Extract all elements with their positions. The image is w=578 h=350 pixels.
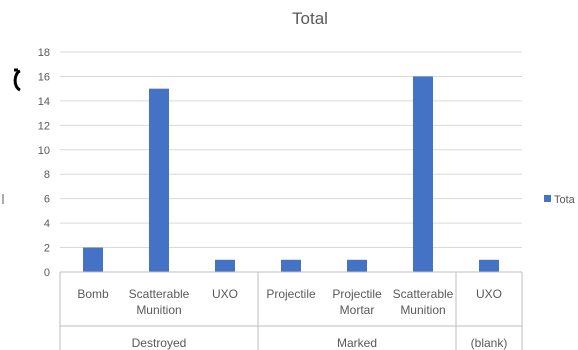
y-tick-label: 8 [44, 169, 50, 181]
x-tick-label: Projectile [332, 287, 382, 301]
y-tick-label: 14 [38, 96, 50, 108]
x-group-label: Marked [337, 336, 377, 350]
y-tick-label: 4 [44, 218, 50, 230]
x-tick-label: Projectile [266, 287, 316, 301]
x-tick-label: UXO [476, 287, 502, 301]
legend: Tota [544, 194, 576, 206]
x-group-label: Destroyed [132, 336, 187, 350]
legend-label: Tota [554, 194, 576, 206]
gridlines [60, 51, 522, 273]
bar [479, 259, 499, 272]
x-tick-label: Bomb [77, 287, 109, 301]
y-tick-label: 12 [38, 120, 50, 132]
bars [83, 76, 499, 273]
x-axis: Bomb Scatterable Munition UXO Projectile Proj… [59, 271, 523, 350]
bar [347, 259, 367, 272]
x-tick-label: Munition [136, 303, 181, 317]
y-tick-label: 6 [44, 194, 50, 206]
bar [281, 259, 301, 272]
y-axis-ticks: 0 2 4 6 8 10 12 14 16 18 [38, 47, 50, 279]
legend-swatch [544, 195, 551, 202]
y-tick-label: 2 [44, 243, 50, 255]
bar [413, 76, 433, 272]
y-tick-label: 10 [38, 145, 50, 157]
chart-title: Total [292, 9, 328, 28]
x-tick-label: Scatterable [129, 287, 190, 301]
y-tick-label: 18 [38, 47, 50, 59]
bar [149, 88, 169, 273]
bar [215, 259, 235, 272]
bar [83, 247, 103, 272]
y-tick-label: 16 [38, 71, 50, 83]
x-tick-label: Scatterable [393, 287, 454, 301]
x-tick-label: Mortar [340, 303, 375, 317]
cropped-glyph-fragment [13, 68, 21, 92]
y-tick-label: 0 [44, 267, 50, 279]
x-tick-label: Munition [400, 303, 445, 317]
x-group-label: (blank) [471, 336, 508, 350]
x-tick-label: UXO [212, 287, 238, 301]
